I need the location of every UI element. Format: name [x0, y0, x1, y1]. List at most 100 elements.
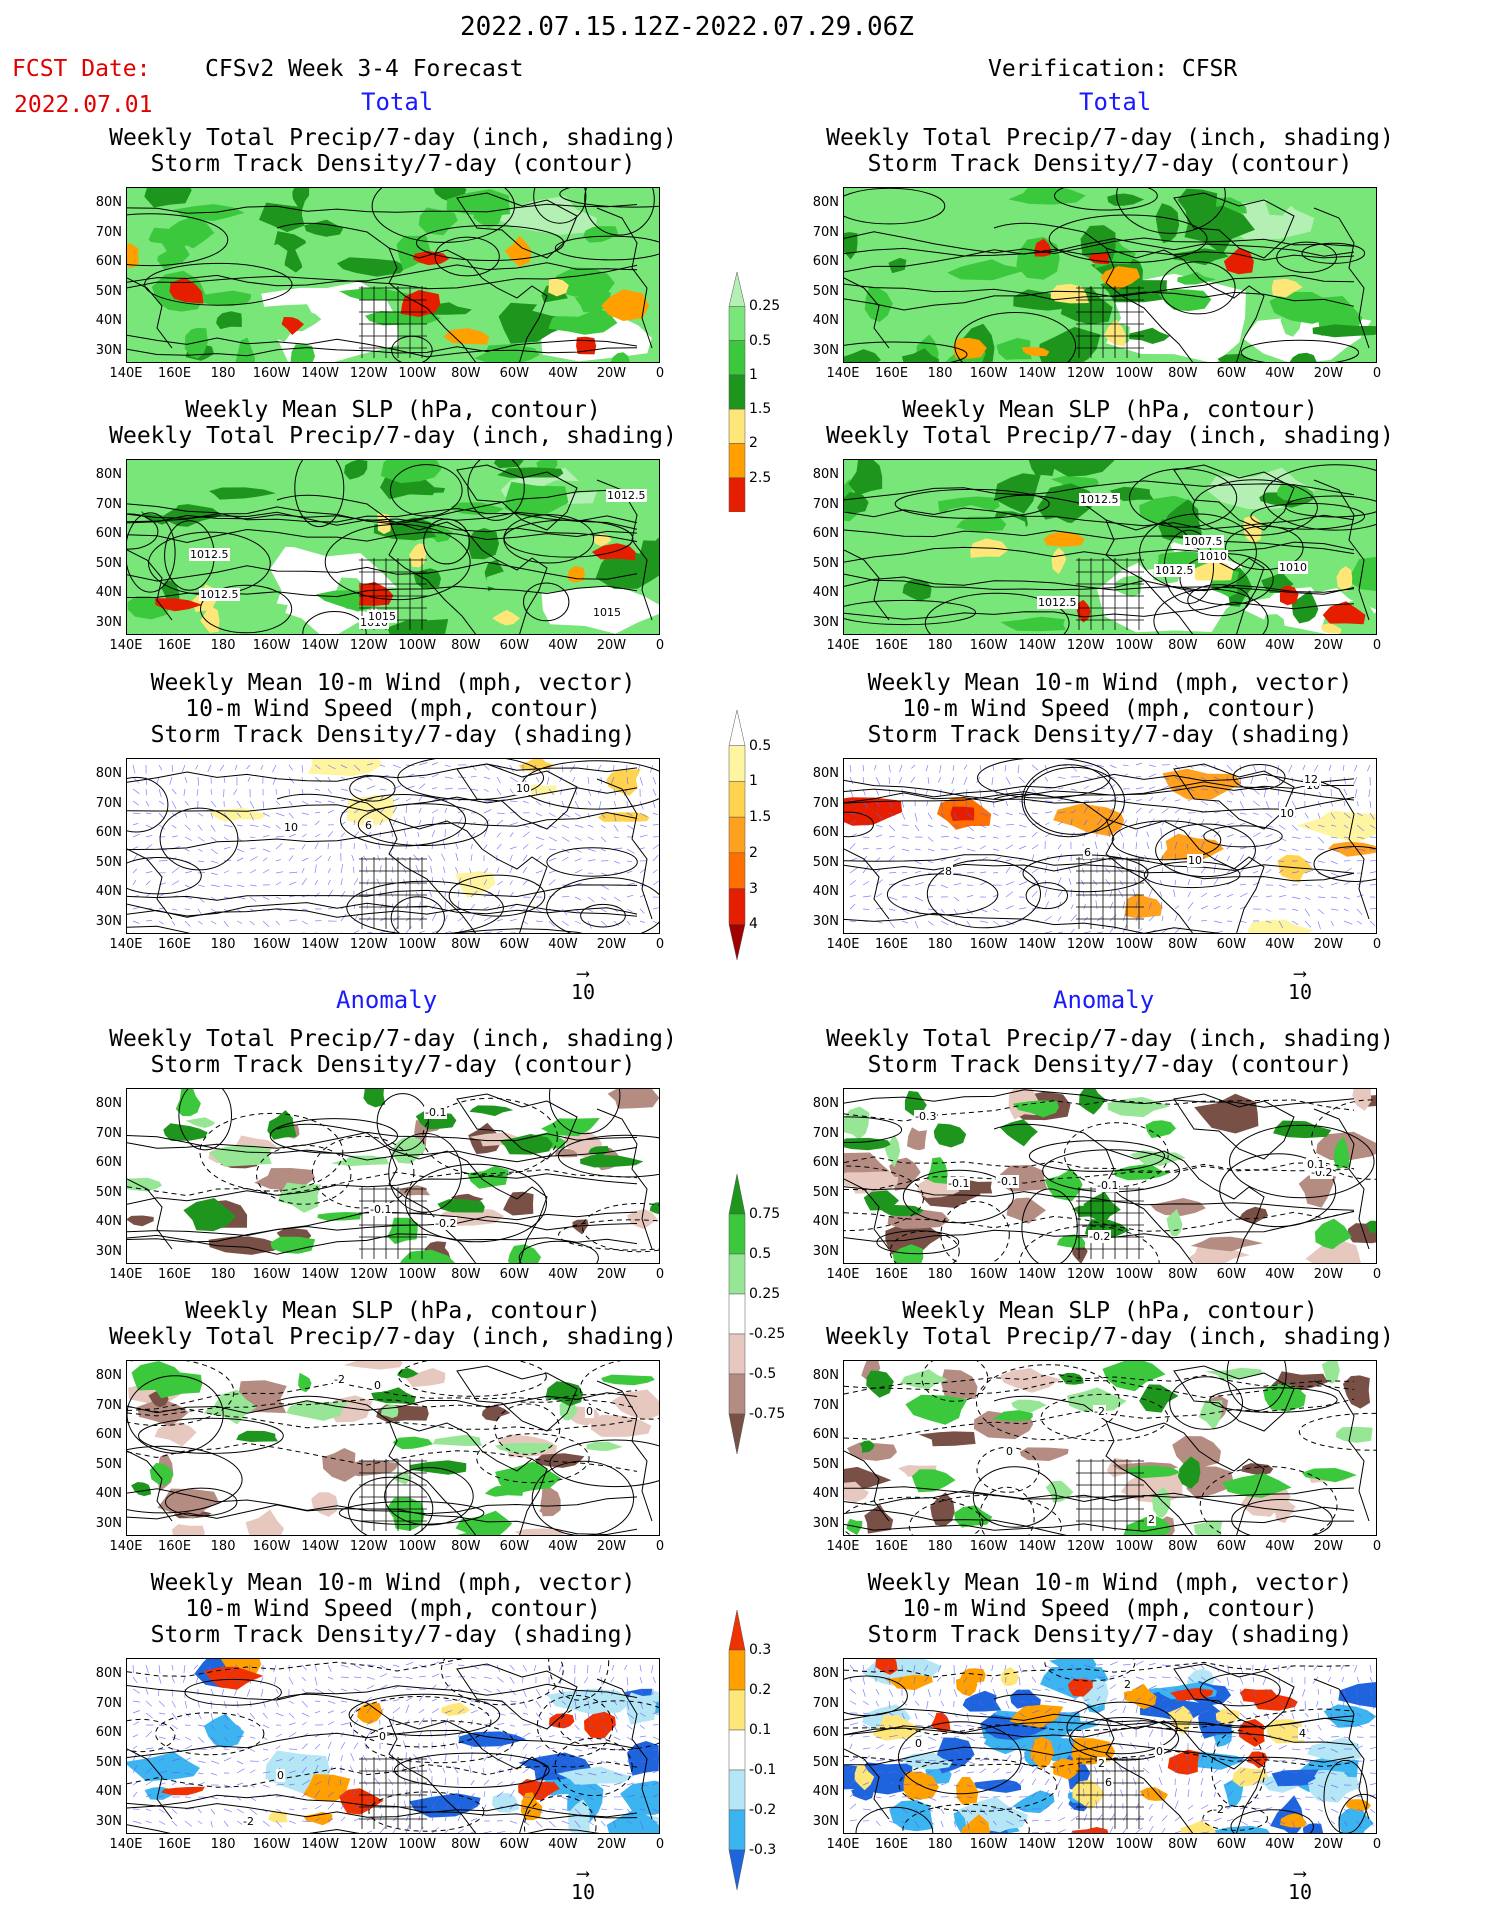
lon-label: 20W	[1313, 1267, 1344, 1282]
lon-label: 80W	[1168, 1539, 1198, 1554]
lon-label: 60W	[1216, 1539, 1247, 1554]
contour-label: 1012.5	[1079, 493, 1120, 506]
lat-label: 60N	[95, 254, 122, 269]
lon-label: 120W	[349, 1837, 388, 1852]
colorbar-label: 0.25	[749, 1286, 781, 1302]
lat-label: 60N	[95, 1155, 122, 1170]
contour-label: -0.1	[1096, 1179, 1120, 1192]
lon-label: 20W	[1313, 366, 1344, 381]
lon-label: 80W	[1168, 1267, 1198, 1282]
map-panel: -0.1 -0.1 -0.2	[126, 1088, 660, 1264]
contour-label: -0.3	[914, 1110, 938, 1123]
lon-label: 140E	[826, 638, 860, 653]
lon-label: 140E	[826, 1267, 860, 1282]
lat-label: 50N	[812, 283, 839, 299]
left-model-title: CFSv2 Week 3-4 Forecast	[205, 56, 524, 82]
lon-label: 180	[210, 937, 236, 952]
contour-label: 6	[364, 819, 373, 832]
contour-label: 0	[1005, 1445, 1014, 1458]
lon-label: 140W	[1018, 1539, 1056, 1554]
panel-title-line: Weekly Mean SLP (hPa, contour)	[185, 1298, 601, 1324]
contour-label: 0	[585, 1405, 594, 1418]
vector-reference: ⟶ 10	[563, 963, 603, 1005]
lon-label: 160E	[158, 1267, 192, 1282]
lon-label: 0	[1372, 366, 1382, 381]
lon-label: 20W	[1313, 937, 1344, 952]
lat-label: 30N	[95, 1515, 122, 1531]
lon-label: 140E	[109, 937, 143, 952]
lon-label: 40W	[1265, 1267, 1295, 1282]
contour-label: 0	[276, 1769, 285, 1782]
arrow-right-icon: ⟶	[577, 963, 589, 984]
map-panel: -2 0 2	[843, 1360, 1377, 1536]
lat-label: 40N	[95, 1486, 122, 1501]
vector-reference-value: 10	[570, 980, 596, 1004]
map-panel: 1012.5 1010 1012.5 1007.5 1010 1012.5	[843, 459, 1377, 635]
lat-label: 40N	[812, 1214, 839, 1229]
panel-title-line: Weekly Mean 10-m Wind (mph, vector)	[150, 670, 636, 696]
lon-label: 100W	[398, 1837, 437, 1852]
lat-label: 70N	[812, 224, 839, 240]
contour-label: -2	[1093, 1405, 1106, 1418]
lat-label: 70N	[95, 795, 122, 811]
lon-label: 100W	[1115, 1267, 1154, 1282]
contour-label: 0	[373, 1379, 382, 1392]
lat-label: 40N	[95, 1784, 122, 1799]
lat-label: 60N	[812, 1155, 839, 1170]
lon-label: 0	[1372, 1267, 1382, 1282]
lon-label: 140E	[109, 638, 143, 653]
vector-reference: ⟶ 10	[563, 1865, 603, 1905]
lat-label: 40N	[812, 1784, 839, 1799]
lon-label: 180	[210, 1837, 236, 1852]
lon-label: 140W	[1018, 1837, 1056, 1852]
lat-label: 40N	[812, 884, 839, 899]
lat-label: 70N	[95, 1695, 122, 1711]
lat-label: 60N	[812, 254, 839, 269]
lon-label: 160W	[969, 638, 1008, 653]
lon-label: 140W	[301, 1267, 339, 1282]
map-panel: 6101010128	[843, 758, 1377, 934]
lon-label: 80W	[451, 1539, 481, 1554]
panel-title-line: 10-m Wind Speed (mph, contour)	[902, 696, 1318, 722]
colorbar-anom-precip	[727, 1173, 747, 1455]
colorbar-label: 1.5	[749, 401, 772, 418]
contour-label: 6	[1083, 846, 1092, 859]
lat-label: 40N	[95, 585, 122, 600]
contour-label: 10	[515, 782, 531, 795]
lon-label: 40W	[1265, 1837, 1295, 1852]
lon-label: 80W	[451, 638, 481, 653]
lat-label: 50N	[95, 1184, 122, 1200]
lat-label: 30N	[812, 1243, 839, 1259]
lon-label: 140W	[301, 366, 339, 381]
lon-label: 0	[1372, 638, 1382, 653]
colorbar-total-storm	[727, 709, 747, 961]
lat-label: 80N	[95, 1096, 122, 1111]
lon-label: 80W	[451, 366, 481, 381]
contour-label: 0.1	[1306, 1158, 1326, 1171]
contour-label: 6	[1104, 1776, 1113, 1789]
contour-label: 1010	[1278, 561, 1308, 574]
lon-label: 140W	[301, 638, 339, 653]
lon-label: 180	[927, 1539, 953, 1554]
colorbar-label: 0.75	[749, 1206, 781, 1222]
lon-label: 40W	[1265, 638, 1295, 653]
lon-label: 0	[1372, 1837, 1382, 1852]
lon-label: 40W	[1265, 366, 1295, 381]
lon-label: 20W	[596, 638, 627, 653]
colorbar-label: -0.1	[749, 1762, 777, 1778]
lon-label: 100W	[398, 1539, 437, 1554]
colorbar-label: 2	[749, 435, 758, 452]
lat-label: 80N	[812, 1096, 839, 1111]
lat-label: 40N	[95, 313, 122, 328]
lon-label: 60W	[1216, 638, 1247, 653]
contour-label: 2	[1097, 1757, 1106, 1770]
lat-label: 60N	[812, 1427, 839, 1442]
lon-label: 60W	[499, 1267, 530, 1282]
panel-title-line: Weekly Mean SLP (hPa, contour)	[185, 397, 601, 423]
lon-label: 140W	[301, 1837, 339, 1852]
lon-label: 80W	[1168, 937, 1198, 952]
colorbar-label: 1	[749, 366, 758, 383]
arrow-right-icon: ⟶	[1294, 963, 1306, 984]
fcst-date-value: 2022.07.01	[14, 92, 153, 118]
